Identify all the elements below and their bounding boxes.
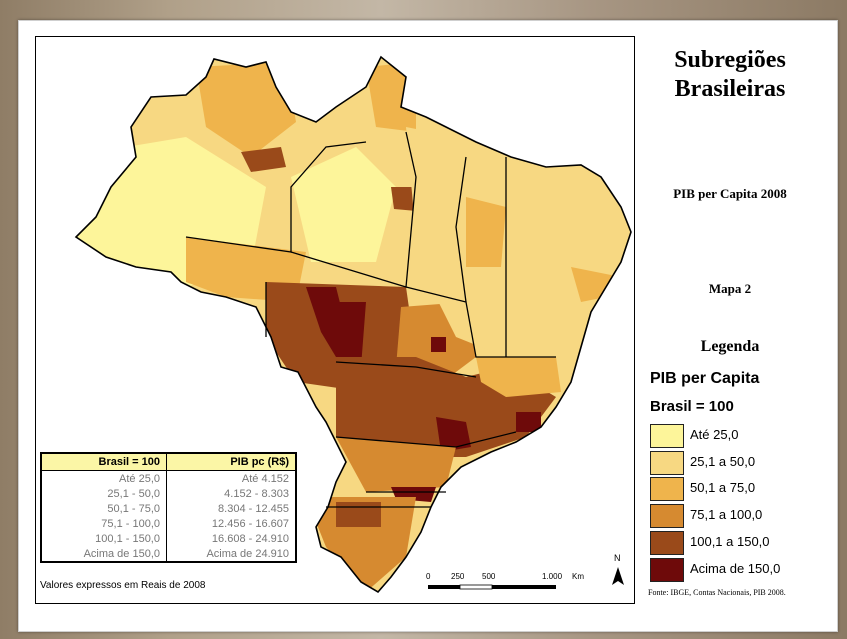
scale-bar — [428, 584, 556, 590]
units-note: Valores expressos em Reais de 2008 — [40, 580, 206, 591]
region-northeast — [406, 127, 626, 357]
scale-tick: 1.000 — [542, 572, 563, 581]
country-border — [74, 55, 632, 594]
state-border — [335, 361, 477, 378]
table-cell: 4.152 - 8.303 — [166, 486, 297, 501]
region-ne-interior — [466, 197, 506, 267]
map-number: Mapa 2 — [708, 281, 752, 296]
region-brasilia — [431, 337, 446, 352]
legend-swatch — [650, 531, 684, 555]
region-amapa — [366, 62, 416, 132]
legend-swatch — [650, 451, 684, 475]
legend-label: 100,1 a 150,0 — [690, 534, 770, 549]
table-cell: Acima de 24.910 — [166, 546, 297, 562]
source-note: Fonte: IBGE, Contas Nacionais, PIB 2008. — [648, 588, 786, 597]
region-manaus — [241, 147, 286, 172]
state-border — [290, 131, 417, 288]
table-header: PIB pc (R$) — [166, 452, 297, 471]
table-cell: 100,1 - 150,0 — [40, 531, 167, 546]
legend-label: Acima de 150,0 — [690, 561, 781, 576]
table-row: 50,1 - 75,0 8.304 - 12.455 — [40, 501, 297, 516]
table-row: Acima de 150,0 Acima de 24.910 — [40, 546, 297, 562]
scale-tick: 500 — [482, 572, 496, 581]
region-rio-grande-do-sul — [306, 497, 416, 592]
table-row: 100,1 - 150,0 16.608 - 24.910 — [40, 531, 297, 546]
table-cell: Até 4.152 — [166, 470, 297, 486]
north-arrow-icon — [612, 567, 624, 585]
table-cell: 16.608 - 24.910 — [166, 531, 297, 546]
scale-labels: 0 250 500 1.000 Km — [420, 572, 590, 602]
legend-label: 50,1 a 75,0 — [690, 480, 756, 495]
legend-swatch — [650, 558, 684, 582]
state-border — [185, 141, 367, 253]
table-cell: Acima de 150,0 — [40, 546, 167, 562]
region-mt-high-b — [336, 302, 366, 367]
table-cell: 75,1 - 100,0 — [40, 516, 167, 531]
table-cell: Até 25,0 — [40, 470, 167, 486]
table-header: Brasil = 100 — [40, 452, 167, 471]
table-row: Até 25,0 Até 4.152 — [40, 470, 297, 486]
legend-swatch — [650, 424, 684, 448]
state-border — [455, 156, 467, 303]
state-border — [405, 286, 556, 358]
legend-variable: PIB per Capita — [650, 370, 760, 387]
scale-tick: 0 — [426, 572, 431, 581]
map-title: Subregiões Brasileiras — [674, 47, 786, 102]
legend-label: 75,1 a 100,0 — [690, 507, 763, 522]
region-minas — [476, 357, 561, 397]
region-rs-north — [336, 502, 381, 527]
legend-swatch — [650, 477, 684, 501]
table-row: 75,1 - 100,0 12.456 - 16.607 — [40, 516, 297, 531]
scale-tick: 250 — [451, 572, 465, 581]
map-subtitle: PIB per Capita 2008 — [673, 186, 787, 201]
table-cell: 25,1 - 50,0 — [40, 486, 167, 501]
table-row: 25,1 - 50,0 4.152 - 8.303 — [40, 486, 297, 501]
region-parana — [336, 437, 456, 492]
table-cell: 8.304 - 12.455 — [166, 501, 297, 516]
region-sao-paulo — [436, 417, 471, 452]
region-rio — [516, 412, 541, 432]
table-cell: 50,1 - 75,0 — [40, 501, 167, 516]
table-header-row: Brasil = 100 PIB pc (R$) — [40, 452, 297, 471]
region-para-west — [291, 147, 396, 262]
north-label: N — [614, 553, 621, 563]
region-roraima — [196, 62, 296, 157]
legend-base: Brasil = 100 — [650, 398, 734, 415]
legend-label: Até 25,0 — [690, 427, 739, 442]
legend-heading: Legenda — [700, 338, 760, 355]
legend-swatch — [650, 504, 684, 528]
state-border — [335, 431, 517, 448]
value-table: Brasil = 100 PIB pc (R$) Até 25,0 Até 4.1… — [40, 452, 297, 563]
table-cell: 12.456 - 16.607 — [166, 516, 297, 531]
scale-unit: Km — [572, 572, 584, 581]
legend-label: 25,1 a 50,0 — [690, 454, 756, 469]
